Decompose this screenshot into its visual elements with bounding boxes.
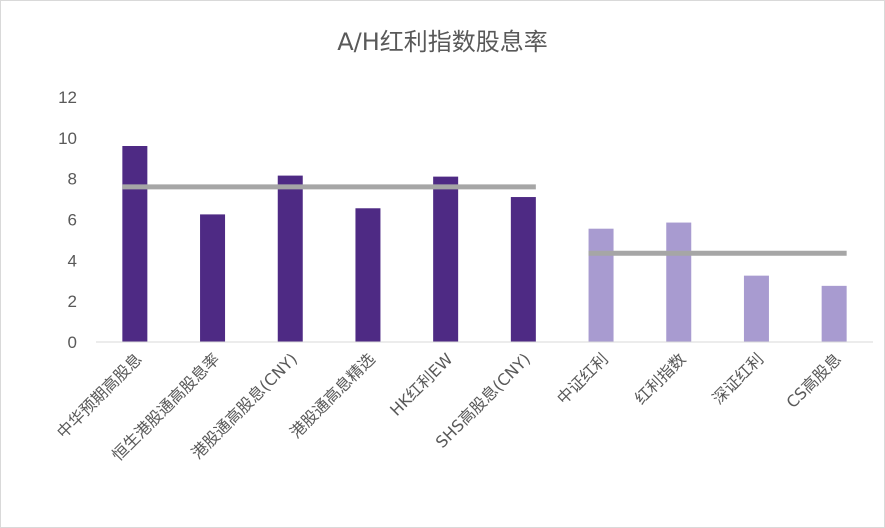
bar	[200, 214, 226, 342]
bar	[433, 176, 459, 342]
y-tick-label: 10	[58, 129, 77, 148]
bar	[666, 222, 692, 342]
x-tick-label: 中证红利	[553, 349, 612, 408]
x-tick-label: 深证红利	[709, 349, 768, 408]
chart-title: A/H红利指数股息率	[337, 28, 548, 56]
y-axis-ticks: 0 2 4 6 8 10 12	[58, 88, 77, 352]
bar	[743, 275, 769, 342]
x-tick-label: 红利指数	[631, 349, 690, 408]
average-lines	[122, 184, 847, 256]
y-tick-label: 8	[68, 170, 77, 189]
y-tick-label: 12	[58, 88, 77, 107]
y-tick-label: 0	[68, 333, 77, 352]
y-tick-label: 2	[68, 292, 77, 311]
y-tick-label: 6	[68, 211, 77, 230]
bar	[277, 175, 303, 342]
bar	[355, 208, 381, 342]
bar	[821, 285, 847, 342]
bar	[122, 146, 148, 342]
bar	[510, 197, 536, 342]
bar	[588, 228, 614, 342]
bars	[122, 146, 847, 342]
y-tick-label: 4	[68, 251, 77, 270]
x-tick-label: CS高股息	[783, 349, 845, 411]
x-tick-label: HK红利EW	[386, 349, 456, 419]
